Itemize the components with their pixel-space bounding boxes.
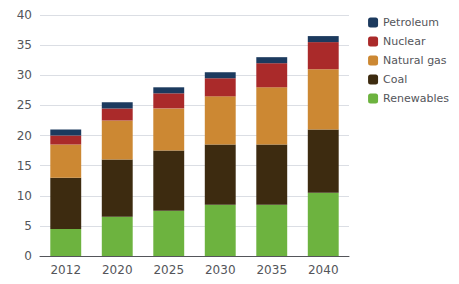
svg-text:20: 20 (17, 129, 32, 143)
svg-text:40: 40 (17, 8, 32, 22)
svg-text:Renewables: Renewables (383, 92, 449, 105)
svg-text:Coal: Coal (383, 73, 407, 86)
svg-text:2035: 2035 (256, 263, 287, 277)
svg-text:2012: 2012 (50, 263, 81, 277)
svg-text:10: 10 (17, 189, 32, 203)
svg-text:5: 5 (24, 219, 32, 233)
svg-text:2025: 2025 (153, 263, 184, 277)
svg-text:30: 30 (17, 68, 32, 82)
svg-text:15: 15 (17, 159, 32, 173)
svg-text:Petroleum: Petroleum (383, 16, 439, 29)
svg-text:Natural gas: Natural gas (383, 54, 447, 67)
svg-text:2030: 2030 (205, 263, 236, 277)
svg-text:2040: 2040 (308, 263, 339, 277)
svg-text:25: 25 (17, 98, 32, 112)
svg-text:0: 0 (24, 249, 32, 263)
svg-text:35: 35 (17, 38, 32, 52)
svg-text:Nuclear: Nuclear (383, 35, 426, 48)
svg-text:2020: 2020 (102, 263, 133, 277)
